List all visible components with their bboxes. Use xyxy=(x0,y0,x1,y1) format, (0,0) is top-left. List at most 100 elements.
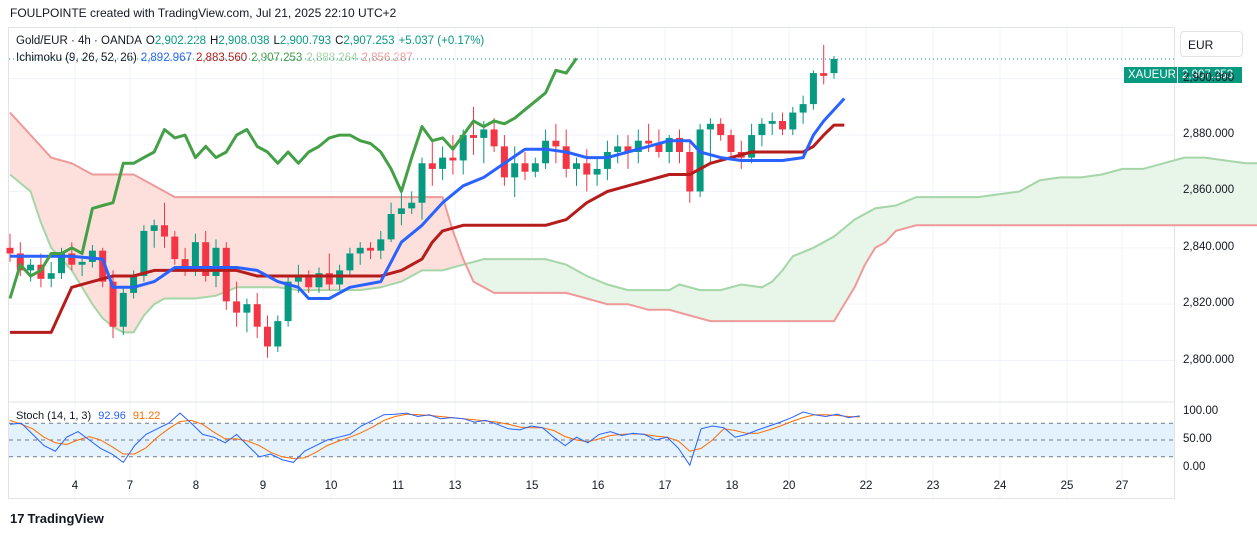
candle-body xyxy=(325,273,333,285)
low-label: L xyxy=(273,35,280,47)
high-value: 2,908.038 xyxy=(218,35,270,47)
price-tag-symbol: XAUEUR xyxy=(1124,67,1177,83)
candle-body xyxy=(16,253,24,271)
cloud-segment xyxy=(813,241,824,322)
cloud-segment xyxy=(1101,171,1113,226)
candle-body xyxy=(47,273,55,279)
candle-body xyxy=(470,135,477,138)
candle-body xyxy=(408,202,416,209)
symbol-legend: Gold/EUR · 4h · OANDA O2,902.228 H2,908.03… xyxy=(16,35,488,47)
open-value: 2,902.228 xyxy=(154,35,207,47)
cloud-segment xyxy=(1132,168,1144,226)
cloud-segment xyxy=(71,162,83,289)
tradingview-logo[interactable]: 17 TradingView xyxy=(10,511,104,526)
candle-body xyxy=(449,157,457,161)
candle-body xyxy=(717,123,725,136)
candle-body xyxy=(418,163,426,203)
cloud-segment xyxy=(782,255,794,322)
candle-body xyxy=(27,264,35,271)
candle-body xyxy=(809,73,817,105)
candle-body xyxy=(768,121,776,124)
candle-body xyxy=(294,276,302,282)
time-tick-label: 25 xyxy=(1060,480,1074,492)
price-tick-label: 2,840.000 xyxy=(1183,240,1235,253)
candle-body xyxy=(521,163,529,172)
time-tick-label: 9 xyxy=(259,480,267,492)
time-tick-label: 24 xyxy=(993,480,1007,492)
stoch-label[interactable]: Stoch (14, 1, 3) xyxy=(16,410,92,422)
stoch-legend: Stoch (14, 1, 3) 92.96 91.22 xyxy=(16,410,160,422)
cloud-segment xyxy=(1235,161,1247,226)
cloud-segment xyxy=(957,196,969,226)
stoch-d-line xyxy=(9,413,860,460)
price-tick-label: 2,800.000 xyxy=(1183,353,1235,366)
cloud-segment xyxy=(679,284,691,316)
cloud-segment xyxy=(823,236,835,322)
candle-body xyxy=(356,247,364,254)
time-tick-label: 27 xyxy=(1115,480,1129,492)
stoch-tick-label: 0.00 xyxy=(1183,461,1206,473)
price-tick-label: 2,820.000 xyxy=(1183,297,1235,310)
candle-body xyxy=(130,276,138,293)
candle-body xyxy=(439,157,447,169)
span-a-value: 2,888.264 xyxy=(306,52,358,64)
span-a-line xyxy=(9,156,1257,334)
ichimoku-legend: Ichimoku (9, 26, 52, 26) 2,892.967 2,883.5… xyxy=(16,52,417,64)
ichimoku-label[interactable]: Ichimoku (9, 26, 52, 26) xyxy=(16,52,137,64)
cloud-segment xyxy=(1111,168,1123,226)
cloud-segment xyxy=(1008,191,1020,226)
cloud-segment xyxy=(50,157,62,260)
price-tick-label: 2,860.000 xyxy=(1183,184,1235,197)
candle-body xyxy=(181,259,189,271)
chart-header: FOULPOINTE created with TradingView.com,… xyxy=(10,6,397,20)
candle-body xyxy=(706,123,714,130)
chart-frame xyxy=(8,27,1175,499)
cloud-segment xyxy=(524,258,536,294)
candle-body xyxy=(78,261,86,265)
candle-body xyxy=(542,140,550,164)
candle-body xyxy=(6,247,14,254)
cloud-segment xyxy=(1070,177,1082,226)
candle-body xyxy=(377,239,385,251)
cloud-segment xyxy=(535,258,546,294)
candle-body xyxy=(573,163,580,169)
candle-body xyxy=(397,208,405,214)
cloud-segment xyxy=(874,206,886,249)
kijun-line xyxy=(10,123,845,334)
close-label: C xyxy=(335,35,344,47)
cloud-segment xyxy=(1060,177,1072,226)
candle-body xyxy=(614,146,622,152)
time-tick-label: 11 xyxy=(392,480,404,492)
cloud-segment xyxy=(988,193,1000,226)
time-tick-label: 8 xyxy=(192,480,200,492)
cloud-segment xyxy=(802,247,814,322)
cloud-segment xyxy=(771,269,783,322)
tradingview-logo-text: TradingView xyxy=(27,511,104,526)
candle-body xyxy=(758,123,766,136)
kijun-value: 2,883.560 xyxy=(195,52,248,64)
high-label: H xyxy=(210,35,219,47)
cloud-segment xyxy=(545,258,557,294)
candle-body xyxy=(171,236,179,260)
cloud-segment xyxy=(153,185,165,305)
cloud-segment xyxy=(730,284,742,322)
candle-body xyxy=(696,129,704,192)
cloud-segment xyxy=(977,195,989,226)
symbol-name[interactable]: Gold/EUR · 4h · OANDA xyxy=(16,35,142,47)
candle-body xyxy=(665,137,673,152)
candle-body xyxy=(603,152,611,169)
time-tick-label: 17 xyxy=(658,480,672,492)
cloud-segment xyxy=(967,196,979,226)
candle-body xyxy=(789,112,797,130)
candle-body xyxy=(119,292,127,327)
close-value: 2,907.253 xyxy=(343,35,395,47)
candle-body xyxy=(150,225,158,231)
cloud-segment xyxy=(936,196,948,226)
cloud-segment xyxy=(710,289,721,322)
cloud-segment xyxy=(1245,163,1257,226)
candle-body xyxy=(799,104,807,113)
currency-button[interactable]: EUR xyxy=(1180,31,1243,57)
candle-body xyxy=(583,163,591,175)
cloud-segment xyxy=(1142,165,1154,226)
